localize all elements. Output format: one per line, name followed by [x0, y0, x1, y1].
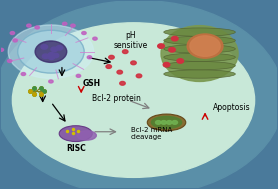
Circle shape: [131, 61, 136, 65]
Circle shape: [177, 59, 183, 63]
Circle shape: [93, 37, 97, 40]
Ellipse shape: [164, 70, 235, 78]
Ellipse shape: [13, 23, 255, 177]
Circle shape: [8, 60, 12, 63]
Circle shape: [48, 53, 55, 57]
Text: pH
sensitive: pH sensitive: [114, 31, 148, 50]
Circle shape: [13, 39, 17, 42]
Circle shape: [172, 36, 178, 41]
Circle shape: [10, 32, 15, 35]
Ellipse shape: [164, 61, 235, 70]
Circle shape: [167, 121, 172, 124]
Circle shape: [49, 80, 53, 83]
Circle shape: [82, 32, 86, 35]
Circle shape: [52, 53, 59, 58]
Text: RISC: RISC: [66, 144, 86, 153]
Ellipse shape: [18, 30, 84, 73]
Text: Apoptosis: Apoptosis: [213, 103, 251, 112]
Circle shape: [42, 54, 49, 58]
Ellipse shape: [187, 34, 223, 58]
Ellipse shape: [35, 41, 67, 62]
Ellipse shape: [8, 25, 94, 78]
Circle shape: [41, 45, 48, 49]
Ellipse shape: [147, 114, 186, 131]
Ellipse shape: [164, 28, 235, 36]
Circle shape: [120, 81, 125, 85]
Circle shape: [169, 48, 175, 52]
Circle shape: [63, 22, 67, 25]
Circle shape: [51, 47, 58, 52]
Circle shape: [158, 44, 164, 48]
Circle shape: [48, 55, 55, 60]
Circle shape: [155, 121, 161, 124]
Text: Bcl-2 mRNA
cleavage: Bcl-2 mRNA cleavage: [131, 127, 172, 140]
Circle shape: [76, 74, 81, 77]
Text: GSH: GSH: [83, 79, 101, 88]
Circle shape: [161, 121, 167, 124]
Circle shape: [163, 63, 170, 67]
Ellipse shape: [59, 126, 92, 142]
Circle shape: [21, 73, 26, 75]
Circle shape: [27, 24, 31, 27]
Ellipse shape: [164, 36, 235, 45]
Circle shape: [56, 46, 63, 50]
Text: Bcl-2 protein: Bcl-2 protein: [92, 94, 141, 103]
Circle shape: [0, 48, 4, 51]
Circle shape: [35, 26, 39, 29]
Circle shape: [117, 70, 123, 74]
Ellipse shape: [77, 131, 96, 140]
Circle shape: [109, 55, 114, 59]
Ellipse shape: [152, 116, 182, 129]
Circle shape: [71, 24, 75, 27]
Circle shape: [123, 50, 128, 53]
Circle shape: [106, 65, 111, 68]
Ellipse shape: [164, 53, 235, 61]
Circle shape: [87, 56, 92, 59]
Ellipse shape: [164, 45, 235, 53]
Ellipse shape: [190, 36, 220, 56]
Circle shape: [136, 74, 142, 78]
Circle shape: [172, 121, 178, 124]
Ellipse shape: [161, 26, 238, 81]
